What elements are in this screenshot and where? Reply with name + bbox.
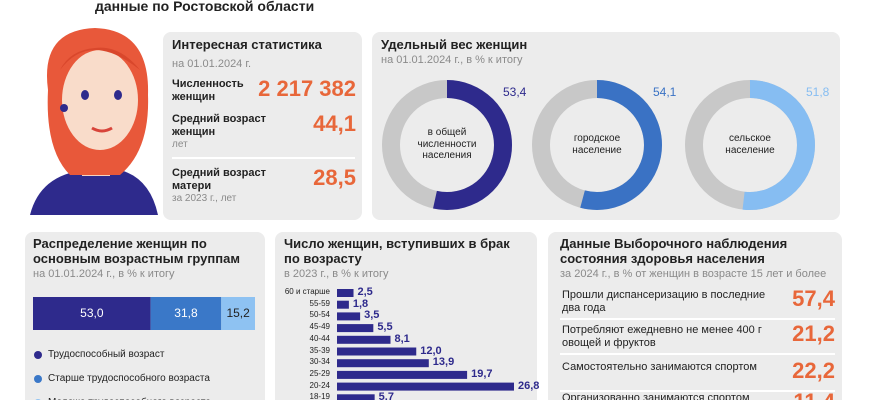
donut-arc xyxy=(685,80,815,210)
legend-marker xyxy=(34,351,42,359)
bar xyxy=(337,347,417,356)
bar xyxy=(337,312,361,321)
health-panel xyxy=(548,232,842,400)
stat-value: 44,1 xyxy=(313,111,356,136)
bar-value: 12,0 xyxy=(420,344,442,357)
bar xyxy=(337,370,468,379)
chart-subtitle: на 01.01.2024 г., в % к итогу xyxy=(33,268,175,280)
health-title: Данные Выборочного наблюдения состояния … xyxy=(560,236,788,266)
category-label: 45-49 xyxy=(309,322,330,332)
bar xyxy=(337,382,514,391)
bar-value: 5,5 xyxy=(377,321,393,334)
category-label: 55-59 xyxy=(309,298,330,308)
category-label: 20-24 xyxy=(309,380,330,390)
donut-label: в общей численности населения xyxy=(417,127,477,161)
health-label: Организованно занимаются спортом xyxy=(562,392,750,400)
stats-panel xyxy=(163,32,362,220)
stats-date: на 01.01.2024 г. xyxy=(172,58,252,70)
category-label: 60 и старше xyxy=(284,287,330,296)
stat-value: 2 217 382 xyxy=(258,76,356,101)
health-label: Прошли диспансеризацию в последние два г… xyxy=(562,289,766,314)
page-title: данные по Ростовской области xyxy=(95,0,315,14)
category-label: 40-44 xyxy=(309,333,330,343)
health-value: 22,2 xyxy=(792,358,835,383)
donut-label: сельское население xyxy=(725,133,775,156)
category-label: 18-19 xyxy=(309,392,330,400)
bar xyxy=(337,289,354,297)
legend-label: Моложе трудоспособного возраста xyxy=(48,397,211,400)
bar-value: 1,8 xyxy=(352,297,369,310)
chart-title: Удельный вес женщин xyxy=(381,37,528,52)
woman-illustration xyxy=(30,28,158,215)
segment-label: 31,8 xyxy=(174,306,198,320)
health-value: 57,4 xyxy=(792,286,835,311)
health-subtitle: за 2024 г., в % от женщин в возрасте 15 … xyxy=(560,268,827,280)
stat-label: Средний возраст матери xyxy=(172,167,266,192)
bar-value: 2,5 xyxy=(357,286,373,298)
donut-label: городское население xyxy=(572,133,622,156)
stat-label: Средний возраст женщин xyxy=(172,113,266,138)
bar-value: 3,5 xyxy=(364,309,380,322)
marriage-panel xyxy=(275,232,537,400)
donut-value: 54,1 xyxy=(653,85,677,99)
bar-segment xyxy=(150,297,222,330)
bar xyxy=(337,359,429,368)
donut-value: 51,8 xyxy=(806,85,830,99)
bar-segment xyxy=(33,297,151,330)
category-label: 25-29 xyxy=(309,368,330,378)
bar-value: 13,9 xyxy=(432,356,455,369)
donut-arc xyxy=(382,80,512,210)
donut-arc xyxy=(532,80,662,210)
bar xyxy=(337,335,391,344)
health-value: 11,4 xyxy=(793,389,835,400)
stat-note: за 2023 г., лет xyxy=(172,193,237,204)
bar-segment xyxy=(221,297,255,330)
segment-label: 53,0 xyxy=(80,306,104,320)
donut-value: 53,4 xyxy=(503,85,527,99)
bar xyxy=(337,324,374,333)
stat-value: 28,5 xyxy=(313,165,356,190)
bar-value: 5,7 xyxy=(378,391,394,400)
bar-value: 26,8 xyxy=(518,379,540,392)
category-label: 35-39 xyxy=(309,345,330,355)
health-label: Самостоятельно занимаются спортом xyxy=(562,361,757,373)
legend-label: Трудоспособный возраст xyxy=(48,349,165,360)
stat-note: лет xyxy=(172,139,188,150)
segment-label: 15,2 xyxy=(226,306,250,320)
bar-value: 8,1 xyxy=(394,332,410,345)
stat-label: Численность женщин xyxy=(172,78,244,103)
category-label: 30-34 xyxy=(309,357,330,367)
health-value: 21,2 xyxy=(792,321,835,346)
chart-title: Число женщин, вступивших в брак по возра… xyxy=(284,236,510,266)
bar xyxy=(337,394,375,400)
bar-value: 19,7 xyxy=(471,367,493,380)
chart-subtitle: в 2023 г., в % к итогу xyxy=(284,268,389,280)
stats-title: Интересная статистика xyxy=(172,37,322,52)
legend-marker xyxy=(34,375,42,383)
bar xyxy=(337,300,349,309)
chart-title: Распределение женщин по основным возраст… xyxy=(33,236,240,266)
health-label: Потребляют ежедневно не менее 400 г овощ… xyxy=(562,324,762,349)
legend-label: Старше трудоспособного возраста xyxy=(48,373,210,384)
category-label: 50-54 xyxy=(309,310,330,320)
chart-subtitle: на 01.01.2024 г., в % к итогу xyxy=(381,54,523,66)
